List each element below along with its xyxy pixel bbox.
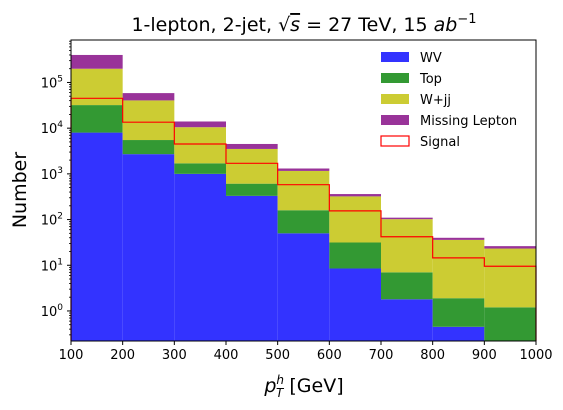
bar-missing-lepton-bin-4 (226, 143, 278, 149)
bar-w-jj-bin-7 (381, 219, 433, 273)
x-tick-label: 300 (162, 348, 187, 363)
legend-swatch-signal (380, 135, 410, 147)
bar-missing-lepton-bin-8 (432, 237, 485, 240)
signal-layer (70, 97, 537, 341)
bar-top-bin-1 (71, 105, 123, 133)
bar-wv-bin-3 (174, 173, 226, 341)
y-tick-label: 103 (41, 166, 63, 183)
legend-label-wv: WV (420, 51, 442, 66)
bar-wv-bin-2 (122, 154, 175, 341)
bar-w-jj-bin-8 (432, 239, 485, 299)
bar-top-bin-3 (174, 163, 226, 174)
x-tick-label: 100 (59, 348, 84, 363)
plot-area: 100 200 300 400 500 600 700 800 900 1000 10010110… (41, 39, 553, 363)
x-tick-label: 600 (317, 348, 342, 363)
axes-frame (70, 39, 537, 342)
legend-label-w-jj: W+jj (420, 93, 451, 108)
bar-wv-bin-8 (432, 326, 485, 341)
bar-wv-bin-5 (277, 233, 330, 341)
bar-missing-lepton-bin-2 (122, 93, 175, 101)
bar-missing-lepton-bin-5 (277, 168, 330, 171)
bars-layer (71, 54, 536, 341)
bar-top-bin-4 (226, 183, 278, 196)
x-tick-label: 500 (265, 348, 290, 363)
legend-label-signal: Signal (420, 135, 460, 150)
bar-missing-lepton-bin-3 (174, 121, 226, 128)
bar-wv-bin-6 (329, 268, 381, 341)
y-tick-label: 104 (41, 120, 64, 137)
x-tick-label: 800 (420, 348, 445, 363)
bar-top-bin-2 (122, 140, 175, 155)
x-tick-label: 200 (110, 348, 135, 363)
bar-missing-lepton-bin-6 (329, 194, 381, 197)
y-tick-label: 101 (41, 257, 63, 274)
y-tick-label: 102 (41, 212, 63, 229)
bar-wv-bin-1 (71, 132, 123, 341)
x-tick-label: 700 (369, 348, 394, 363)
x-axis-label: ph T [GeV] (263, 373, 343, 400)
bar-w-jj-bin-1 (71, 68, 123, 106)
legend-swatch-missing-lepton (381, 115, 409, 125)
x-tick-label: 900 (472, 348, 497, 363)
x-tick-label: 1000 (519, 348, 552, 363)
bar-wv-bin-7 (381, 299, 433, 341)
bar-w-jj-bin-5 (277, 170, 330, 211)
bar-wv-bin-4 (226, 195, 278, 341)
bar-top-bin-5 (277, 210, 330, 234)
y-tick-label: 100 (41, 303, 64, 320)
bar-w-jj-bin-6 (329, 196, 381, 243)
bar-top-bin-9 (484, 307, 536, 341)
signal-step-line (70, 97, 537, 341)
legend-swatch-wv (381, 52, 409, 62)
bar-w-jj-bin-9 (484, 248, 536, 308)
bar-missing-lepton-bin-9 (484, 246, 536, 249)
bar-w-jj-bin-3 (174, 127, 226, 164)
bar-w-jj-bin-4 (226, 148, 278, 184)
y-axis-label: Number (9, 152, 31, 229)
legend-swatch-w-jj (381, 94, 409, 104)
bar-top-bin-8 (432, 298, 485, 327)
bar-top-bin-7 (381, 272, 433, 300)
legend: WV Top W+jj Missing Lepton Signal (380, 51, 517, 150)
bar-w-jj-bin-2 (122, 100, 175, 141)
y-axis-ticks: 100 101 102 103 104 105 (41, 40, 71, 336)
bar-missing-lepton-bin-1 (71, 54, 123, 69)
legend-label-missing-lepton: Missing Lepton (420, 114, 517, 129)
bar-top-bin-6 (329, 242, 381, 269)
chart-title: 1-lepton, 2-jet, √s = 27 TeV, 15 ab−1 (131, 12, 476, 36)
legend-label-top: Top (419, 72, 442, 87)
bar-missing-lepton-bin-7 (381, 217, 433, 220)
legend-swatch-top (381, 73, 409, 83)
y-tick-label: 105 (41, 74, 63, 91)
x-axis-ticks: 100 200 300 400 500 600 700 800 900 1000 (59, 341, 553, 363)
x-tick-label: 400 (214, 348, 239, 363)
